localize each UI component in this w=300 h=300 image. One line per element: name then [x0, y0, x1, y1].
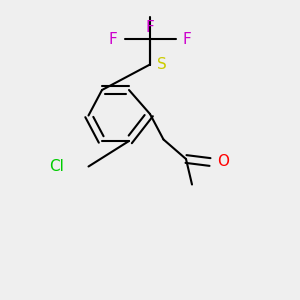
Text: Cl: Cl [50, 159, 64, 174]
Text: O: O [218, 154, 230, 169]
Text: F: F [183, 32, 192, 46]
Text: S: S [158, 57, 167, 72]
Text: F: F [108, 32, 117, 46]
Text: F: F [146, 20, 154, 34]
